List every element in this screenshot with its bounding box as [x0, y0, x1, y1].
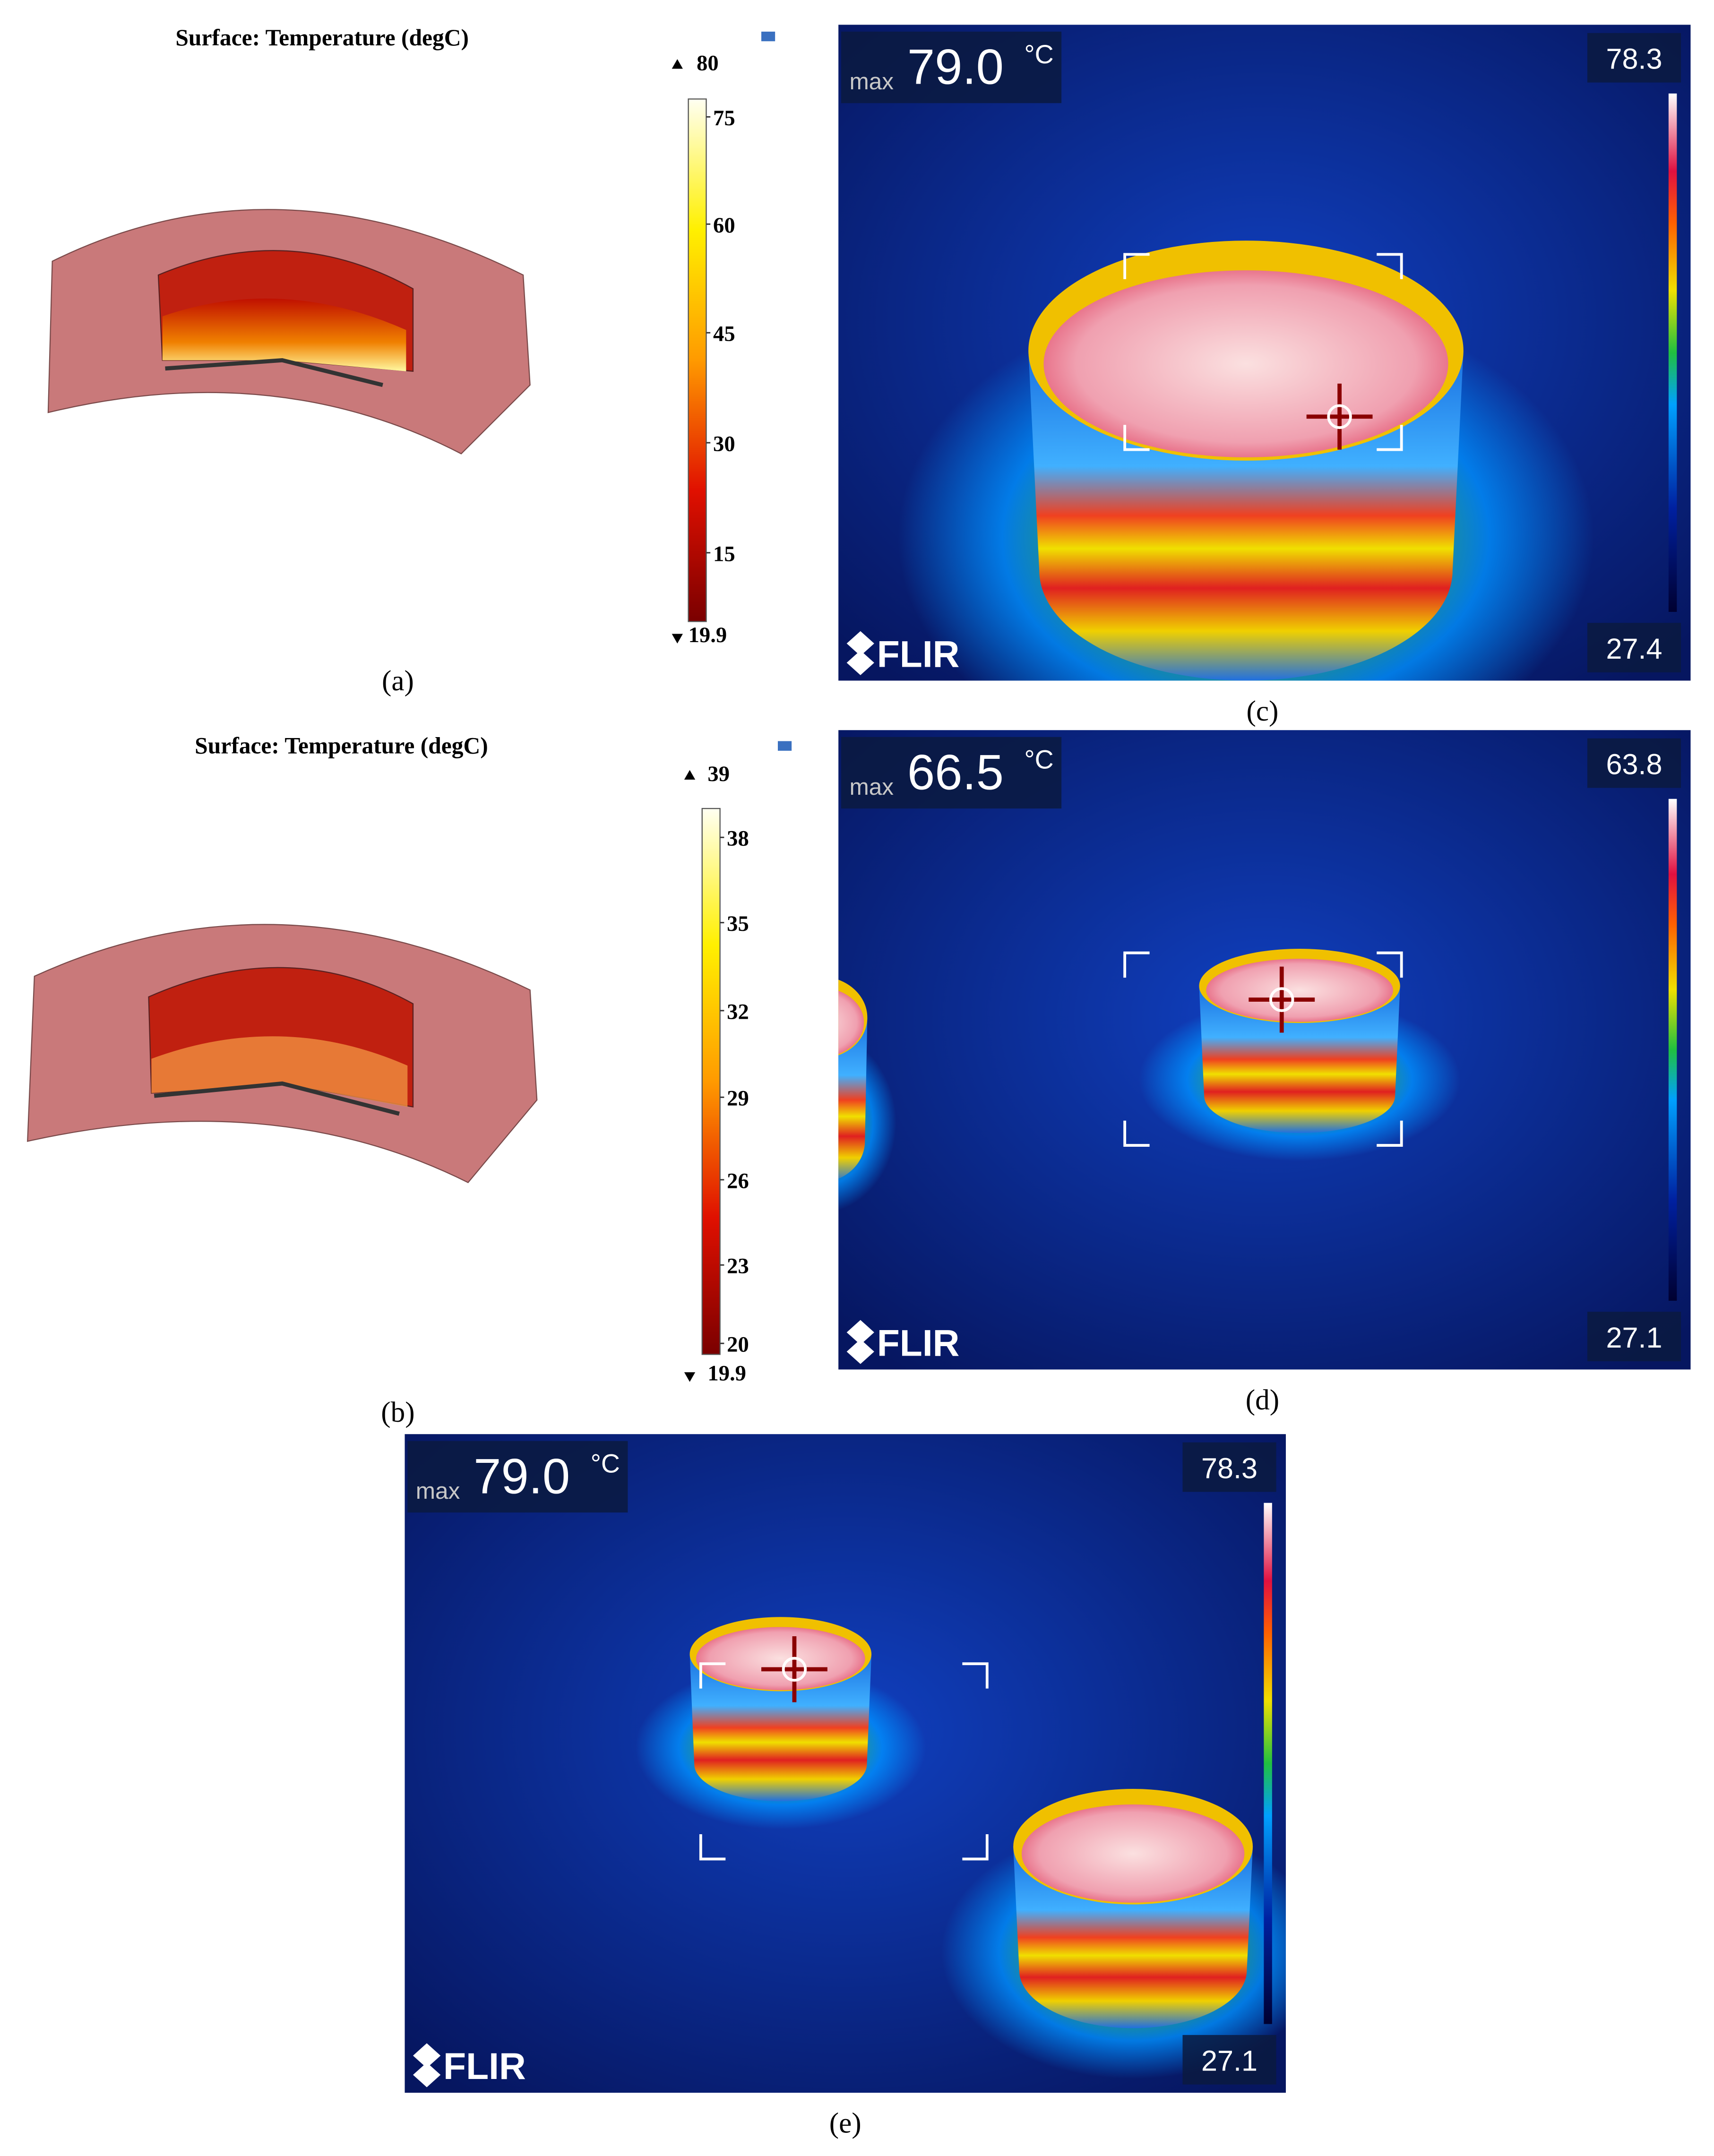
scene — [635, 1617, 1286, 2079]
colorbar-tick-label: 30 — [713, 432, 735, 456]
scene — [838, 948, 1461, 1211]
scale-bottom-box — [1587, 623, 1681, 673]
spot-bracket — [1377, 951, 1403, 978]
spot-bracket — [1123, 425, 1150, 451]
scale-top-box — [1182, 1442, 1276, 1492]
max-prefix: max — [849, 69, 894, 94]
can-top — [1021, 1804, 1245, 1903]
panel-label: (d) — [1246, 1384, 1279, 1416]
colorbar-max: 39 — [707, 762, 730, 786]
brand-icon — [846, 631, 874, 675]
model-b — [27, 924, 538, 1184]
can-top — [1206, 959, 1393, 1022]
colorbar-tick-label: 15 — [713, 541, 735, 566]
crosshair — [761, 1636, 827, 1702]
model-a — [47, 209, 531, 455]
max-unit: °C — [1024, 40, 1053, 69]
colorbar-tick-label: 38 — [727, 826, 749, 851]
spot-bracket — [1123, 1120, 1150, 1147]
spot-bracket — [962, 1834, 989, 1861]
spot-bracket — [1377, 1120, 1403, 1147]
max-value: 66.5 — [907, 745, 1004, 800]
max-unit: °C — [591, 1449, 620, 1478]
scale-bar — [1668, 93, 1677, 612]
scale-bar — [1668, 799, 1677, 1301]
can-body — [838, 1017, 868, 1179]
colorbar-tick-label: 20 — [727, 1332, 749, 1357]
min-arrow — [672, 634, 683, 644]
spot-bracket — [699, 1834, 726, 1861]
colorbar-tick-label: 45 — [713, 322, 735, 346]
min-arrow — [684, 1372, 696, 1382]
panel-label: (c) — [1247, 696, 1279, 727]
colorbar-tick-label: 60 — [713, 213, 735, 238]
scale-bar — [1264, 1503, 1272, 2024]
colorbar-min: 19.9 — [689, 623, 727, 647]
max-value: 79.0 — [474, 1449, 570, 1504]
crosshair-ring — [1269, 987, 1294, 1012]
brand: FLIR — [443, 2045, 526, 2087]
panel-label: (b) — [381, 1397, 414, 1428]
scale-bottom-box — [1587, 1312, 1681, 1361]
can-body — [689, 1654, 872, 1802]
colorbar-tick-label: 32 — [727, 999, 749, 1024]
brand: FLIR — [877, 1322, 960, 1364]
heat-halo — [838, 1035, 896, 1211]
colorbar-tick-label: 23 — [727, 1254, 749, 1279]
max-box — [841, 31, 1062, 103]
max-prefix: max — [416, 1478, 460, 1504]
panel-label: (e) — [829, 2108, 861, 2139]
max-box — [407, 1441, 628, 1513]
scale-top-box — [1587, 738, 1681, 788]
scale-top: 78.3 — [1201, 1452, 1258, 1484]
colorbar-tick-label: 35 — [727, 911, 749, 936]
panel-label: (a) — [382, 665, 414, 697]
spot-bracket — [1377, 425, 1403, 451]
max-value: 79.0 — [907, 40, 1004, 95]
spot-bracket — [1123, 253, 1150, 279]
scale-top: 63.8 — [1606, 748, 1662, 780]
brand-icon — [413, 2043, 441, 2087]
spot-bracket — [699, 1662, 726, 1689]
max-unit: °C — [1024, 745, 1053, 774]
scale-bottom: 27.1 — [1201, 2045, 1258, 2077]
brand-icon — [846, 1320, 874, 1364]
crosshair — [1249, 966, 1315, 1033]
colorbar-tick-label: 75 — [713, 106, 735, 130]
brand: FLIR — [877, 633, 960, 675]
colorbar-max: 80 — [697, 51, 719, 75]
colorbar — [701, 807, 721, 1355]
thermal-image — [838, 25, 1691, 681]
colorbar-min: 19.9 — [707, 1361, 746, 1386]
can-top — [696, 1627, 865, 1691]
can-body — [1199, 986, 1400, 1133]
spot-bracket — [1123, 951, 1150, 978]
max-arrow — [672, 59, 683, 69]
spot-bracket — [1377, 253, 1403, 279]
crosshair — [1306, 383, 1373, 450]
panel-title: Surface: Temperature (degC) — [195, 733, 488, 759]
thermal-image — [405, 1434, 1286, 2093]
spot-bracket — [962, 1662, 989, 1689]
colorbar-tick-label: 26 — [727, 1168, 749, 1193]
scale-bottom-box — [1182, 2035, 1276, 2085]
crosshair-ring — [782, 1657, 807, 1682]
panel-title: Surface: Temperature (degC) — [175, 25, 469, 51]
colorbar — [688, 98, 707, 622]
thermal-image — [838, 730, 1691, 1370]
scale-top-box — [1587, 33, 1681, 83]
scale-top: 78.3 — [1606, 43, 1662, 75]
max-arrow — [684, 770, 696, 780]
max-box — [841, 737, 1062, 809]
scale-bottom: 27.4 — [1606, 633, 1662, 665]
can-top — [1043, 270, 1448, 457]
scale-bottom: 27.1 — [1606, 1322, 1662, 1354]
colorbar-tick-label: 29 — [727, 1086, 749, 1111]
icon — [761, 31, 775, 42]
can-top — [838, 990, 864, 1054]
crosshair-ring — [1327, 404, 1352, 429]
icon — [777, 741, 792, 751]
max-prefix: max — [849, 774, 894, 800]
